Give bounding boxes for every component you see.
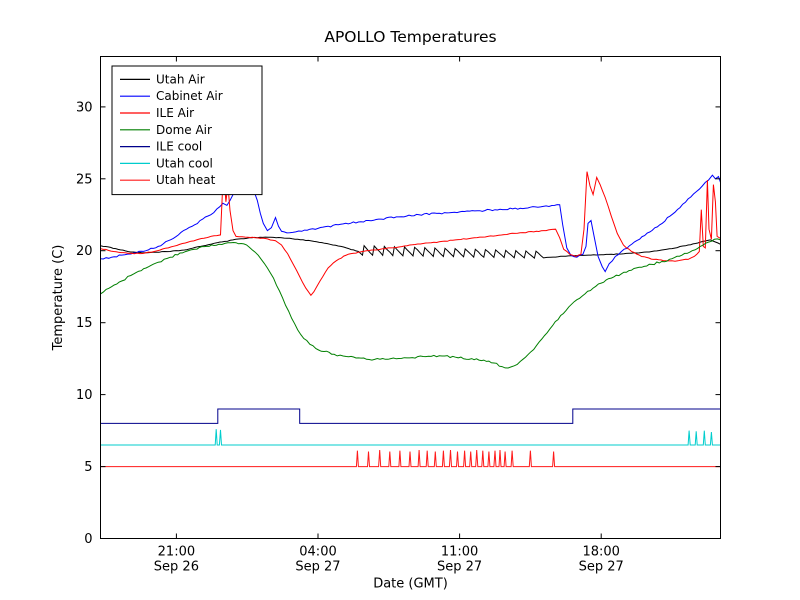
series-utah-heat: [100, 449, 721, 468]
y-tick-label: 15: [76, 316, 93, 331]
legend-label: ILE Air: [156, 106, 194, 120]
y-tick-label: 10: [76, 388, 93, 403]
y-tick-label: 5: [84, 460, 92, 475]
x-axis-label: Date (GMT): [373, 577, 448, 592]
x-tick-time-label: 21:00: [158, 545, 195, 560]
x-tick-time-label: 04:00: [299, 545, 336, 560]
series-ile-cool: [100, 408, 721, 424]
legend-label: Utah cool: [156, 156, 213, 170]
legend-entry-utah-cool: Utah cool: [120, 156, 213, 170]
chart-title: APOLLO Temperatures: [324, 28, 496, 46]
legend-entry-utah-air: Utah Air: [120, 72, 205, 86]
y-tick-label: 20: [76, 244, 93, 259]
x-tick-time-label: 11:00: [441, 545, 478, 560]
legend-label: Cabinet Air: [156, 89, 223, 103]
plot-frame: [100, 56, 721, 539]
y-tick-label: 30: [76, 100, 93, 115]
legend-entry-cabinet-air: Cabinet Air: [120, 89, 223, 103]
legend: Utah Air Cabinet Air ILE Air Dome Air ILE co…: [111, 65, 263, 196]
legend-entry-ile-air: ILE Air: [120, 106, 194, 120]
legend-entry-ile-cool: ILE cool: [120, 140, 202, 154]
legend-entry-dome-air: Dome Air: [120, 123, 212, 137]
x-tick-date-label: Sep 27: [295, 560, 340, 575]
y-tick-label: 0: [84, 532, 92, 547]
legend-entry-utah-heat: Utah heat: [120, 173, 216, 187]
series-ile-air: [100, 171, 721, 297]
series-cabinet-air: [100, 174, 721, 273]
series-dome-air: [100, 238, 721, 369]
x-tick-date-label: Sep 27: [579, 560, 624, 575]
series-utah-cool: [100, 429, 721, 446]
legend-label: ILE cool: [156, 140, 202, 154]
x-tick-date-label: Sep 27: [437, 560, 482, 575]
legend-label: Utah Air: [156, 72, 205, 86]
x-tick-time-label: 18:00: [582, 545, 619, 560]
y-axis-label: Temperature (C): [51, 245, 66, 352]
series-utah-air: [100, 236, 721, 259]
y-tick-label: 25: [76, 172, 93, 187]
x-tick-date-label: Sep 26: [154, 560, 199, 575]
legend-label: Dome Air: [156, 123, 212, 137]
legend-label: Utah heat: [156, 173, 216, 187]
